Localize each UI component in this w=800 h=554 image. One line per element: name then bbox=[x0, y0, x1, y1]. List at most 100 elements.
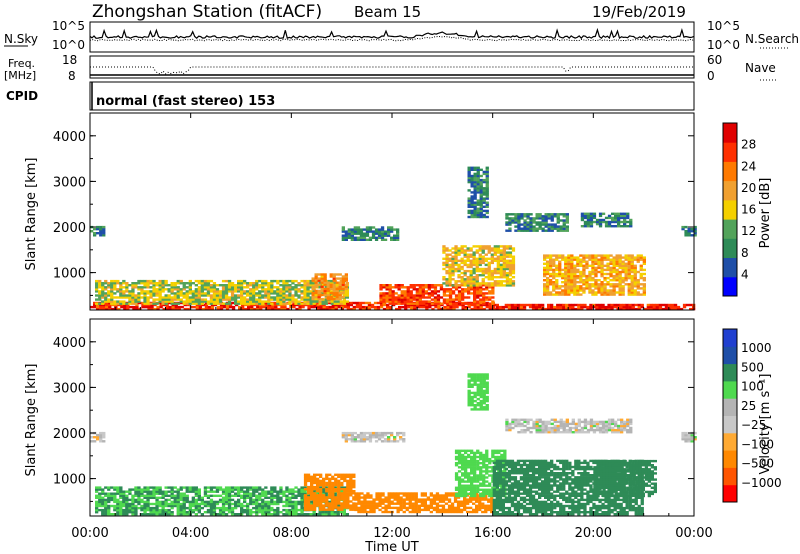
heatmap-cell bbox=[325, 307, 329, 311]
heatmap-cell bbox=[429, 504, 433, 507]
heatmap-cell bbox=[472, 284, 476, 287]
heatmap-cell bbox=[516, 305, 521, 309]
heatmap-cell bbox=[246, 298, 250, 301]
heatmap-cell bbox=[467, 174, 471, 178]
heatmap-cell bbox=[259, 307, 263, 311]
heatmap-cell bbox=[303, 488, 308, 491]
heatmap-cell bbox=[316, 496, 320, 499]
heatmap-cell bbox=[426, 504, 430, 507]
heatmap-cell bbox=[294, 490, 298, 493]
heatmap-cell bbox=[473, 172, 477, 176]
heatmap-cell bbox=[466, 257, 470, 260]
heatmap-cell bbox=[255, 494, 259, 497]
heatmap-cell bbox=[461, 455, 465, 459]
heatmap-cell bbox=[209, 494, 214, 497]
heatmap-cell bbox=[442, 276, 446, 279]
heatmap-cell bbox=[152, 494, 156, 497]
heatmap-cell bbox=[456, 502, 461, 505]
heatmap-cell bbox=[183, 307, 187, 311]
heatmap-cell bbox=[624, 270, 628, 274]
heatmap-cell bbox=[640, 303, 644, 307]
heatmap-cell bbox=[344, 236, 348, 239]
heatmap-cell bbox=[132, 307, 136, 311]
heatmap-cell bbox=[454, 261, 458, 265]
heatmap-cell bbox=[435, 496, 440, 499]
heatmap-cell bbox=[331, 307, 335, 311]
heatmap-cell bbox=[155, 502, 159, 506]
heatmap-cell bbox=[300, 506, 304, 510]
heatmap-cell bbox=[240, 513, 244, 516]
heatmap-cell bbox=[276, 282, 280, 285]
heatmap-cell bbox=[517, 223, 521, 226]
heatmap-cell bbox=[345, 282, 349, 285]
heatmap-cell bbox=[460, 259, 464, 262]
heatmap-cell bbox=[457, 249, 461, 252]
heatmap-cell bbox=[378, 508, 382, 512]
heatmap-cell bbox=[288, 513, 292, 516]
heatmap-cell bbox=[249, 302, 253, 305]
heatmap-cell bbox=[612, 279, 616, 282]
heatmap-cell bbox=[373, 307, 378, 311]
heatmap-cell bbox=[490, 498, 494, 501]
nsky-label: N.Sky bbox=[4, 32, 38, 46]
heatmap-cell bbox=[249, 296, 253, 299]
heatmap-cell bbox=[499, 280, 503, 283]
heatmap-cell bbox=[467, 168, 471, 171]
heatmap-cell bbox=[454, 451, 459, 455]
heatmap-cell bbox=[362, 232, 367, 235]
heatmap-cell bbox=[306, 508, 311, 511]
heatmap-cell bbox=[564, 264, 568, 267]
heatmap-cell bbox=[543, 274, 547, 278]
heatmap-cell bbox=[482, 466, 486, 469]
heatmap-cell bbox=[479, 201, 483, 204]
heatmap-cell bbox=[652, 307, 656, 311]
heatmap-cell bbox=[505, 213, 509, 216]
heatmap-cell bbox=[247, 305, 251, 309]
heatmap-cell bbox=[182, 294, 186, 297]
heatmap-cell bbox=[230, 506, 235, 510]
heatmap-cell bbox=[430, 290, 435, 293]
heatmap-cell bbox=[544, 225, 548, 228]
heatmap-cell bbox=[288, 292, 292, 295]
heatmap-cell bbox=[508, 261, 513, 265]
heatmap-cell bbox=[158, 504, 162, 508]
heatmap-cell bbox=[574, 307, 578, 311]
heatmap-cell bbox=[312, 300, 316, 303]
heatmap-cell bbox=[230, 290, 235, 293]
heatmap-cell bbox=[594, 281, 598, 284]
heatmap-cell bbox=[209, 288, 214, 291]
heatmap-cell bbox=[532, 227, 536, 230]
heatmap-cell bbox=[221, 504, 226, 508]
heatmap-cell bbox=[564, 256, 568, 259]
heatmap-cell bbox=[564, 268, 568, 272]
heatmap-cell bbox=[627, 274, 631, 278]
heatmap-cell bbox=[655, 305, 659, 309]
heatmap-cell bbox=[321, 284, 325, 287]
heatmap-cell bbox=[179, 486, 183, 489]
heatmap-cell bbox=[491, 286, 495, 289]
heatmap-cell bbox=[606, 283, 610, 286]
heatmap-cell bbox=[191, 298, 195, 301]
heatmap-cell bbox=[137, 490, 141, 493]
heatmap-cell bbox=[564, 281, 568, 284]
heatmap-cell bbox=[463, 255, 467, 258]
heatmap-cell bbox=[393, 506, 397, 510]
nsearch-tick-bottom: 10^0 bbox=[707, 38, 740, 52]
heatmap-cell bbox=[491, 300, 495, 303]
heatmap-cell bbox=[490, 274, 494, 277]
heatmap-cell bbox=[435, 492, 440, 495]
heatmap-cell bbox=[173, 302, 177, 305]
heatmap-cell bbox=[482, 288, 486, 291]
heatmap-cell bbox=[467, 305, 471, 309]
heatmap-cell bbox=[146, 286, 150, 289]
heatmap-cell bbox=[261, 286, 265, 289]
heatmap-cell bbox=[473, 189, 477, 192]
heatmap-cell bbox=[505, 247, 510, 250]
heatmap-cell bbox=[104, 506, 108, 510]
heatmap-cell bbox=[390, 236, 394, 239]
heatmap-cell bbox=[585, 276, 589, 280]
heatmap-cell bbox=[473, 468, 477, 471]
heatmap-cell bbox=[134, 300, 138, 303]
heatmap-cell bbox=[550, 225, 554, 228]
heatmap-cell bbox=[215, 488, 220, 491]
